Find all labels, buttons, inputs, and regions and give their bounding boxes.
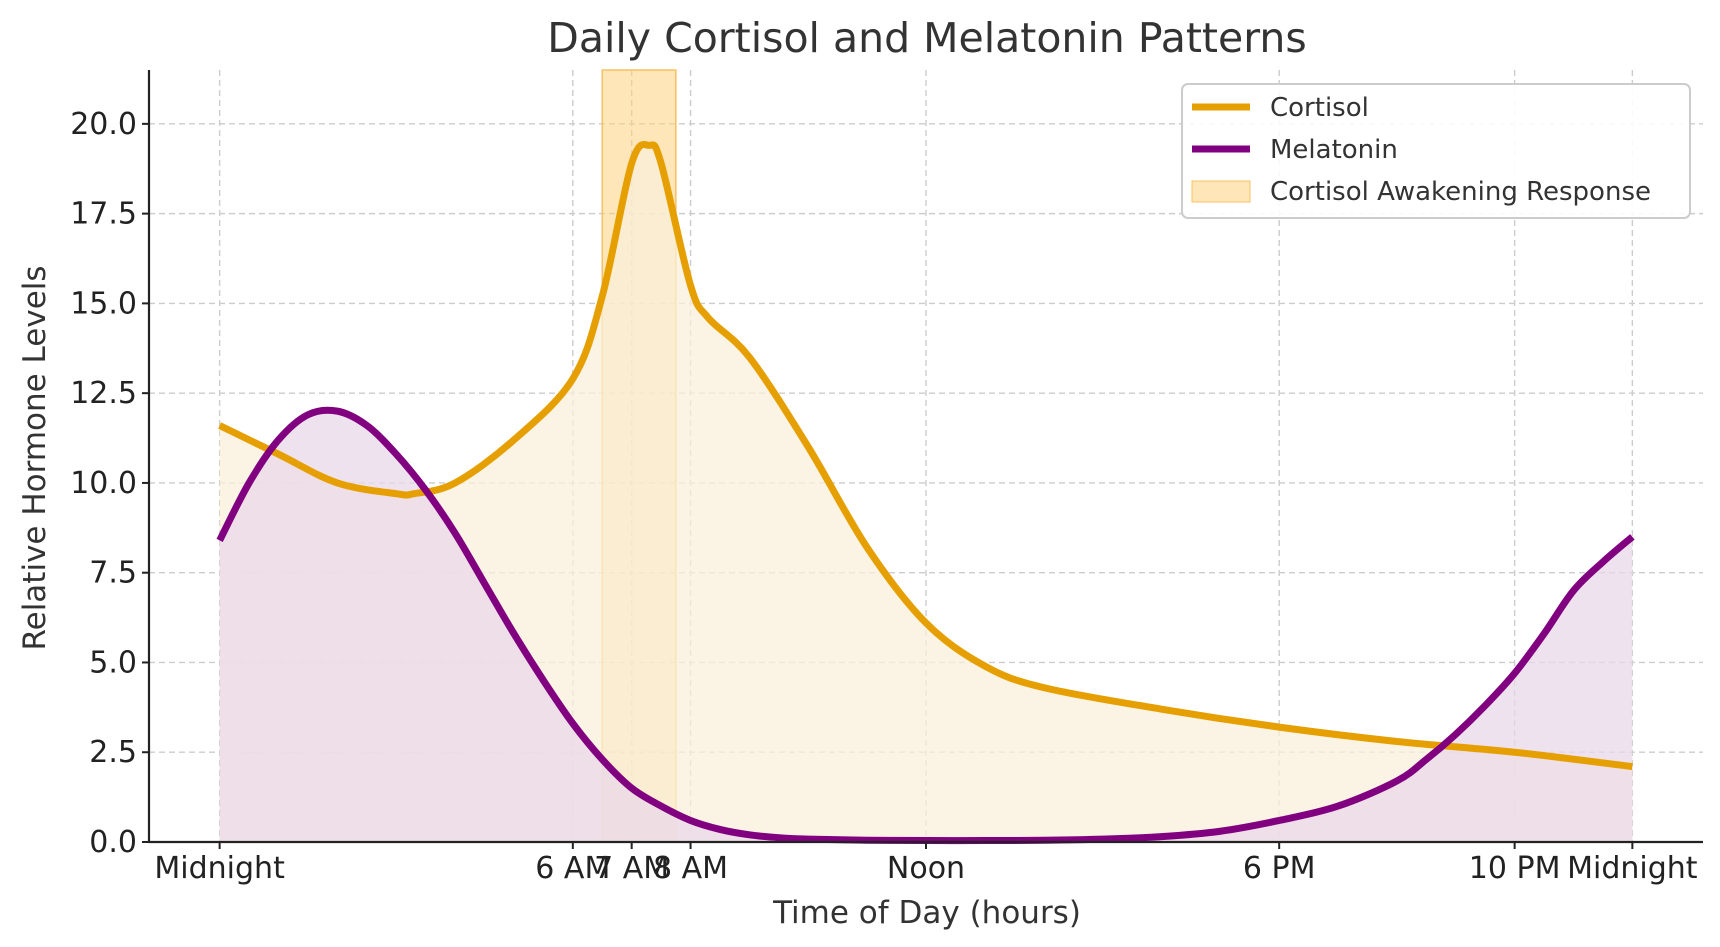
- melatonin-line: [216, 406, 1635, 845]
- y-tick-label: 15.0: [70, 286, 137, 321]
- axes: [142, 70, 1703, 849]
- x-tick-label: 7 AM: [594, 851, 669, 886]
- x-tick-label: 6 AM: [535, 851, 610, 886]
- x-tick-label: Noon: [887, 851, 965, 886]
- melatonin-area-fill: [219, 410, 1633, 842]
- y-tick-label: 10.0: [70, 466, 137, 501]
- y-tick-label: 5.0: [89, 645, 137, 680]
- y-tick-label: 7.5: [89, 556, 137, 591]
- legend-swatch-awakening-response: [1191, 180, 1251, 203]
- legend-label-cortisol: Cortisol: [1270, 93, 1369, 123]
- legend-frame: [1181, 83, 1691, 219]
- x-tick-label: Midnight: [1567, 851, 1698, 886]
- series-line-layer: [216, 140, 1635, 845]
- x-tick-label: 8 AM: [653, 851, 728, 886]
- x-tick-label: 10 PM: [1469, 851, 1561, 886]
- y-tick-label: 12.5: [70, 376, 137, 411]
- legend: Cortisol Melatonin Cortisol Awakening Re…: [1181, 83, 1691, 219]
- chart-title: Daily Cortisol and Melatonin Patterns: [547, 14, 1306, 62]
- legend-label-melatonin: Melatonin: [1270, 135, 1398, 165]
- y-tick-label: 2.5: [89, 735, 137, 770]
- x-tick-label: 6 PM: [1243, 851, 1316, 886]
- x-tick-label: Midnight: [154, 851, 285, 886]
- y-tick-label: 17.5: [70, 197, 137, 232]
- x-axis-title: Time of Day (hours): [772, 895, 1081, 931]
- tick-labels: Midnight 6 AM7 AM8 AM Noon 6 PM 10 PM Midnigh…: [70, 107, 1698, 886]
- y-tick-label: 0.0: [89, 825, 137, 860]
- y-tick-label: 20.0: [70, 107, 137, 142]
- series-fill-layer: [219, 144, 1633, 842]
- cortisol-area-fill: [219, 144, 1633, 842]
- legend-label-awakening-response: Cortisol Awakening Response: [1270, 177, 1651, 207]
- y-axis-title: Relative Hormone Levels: [17, 265, 53, 650]
